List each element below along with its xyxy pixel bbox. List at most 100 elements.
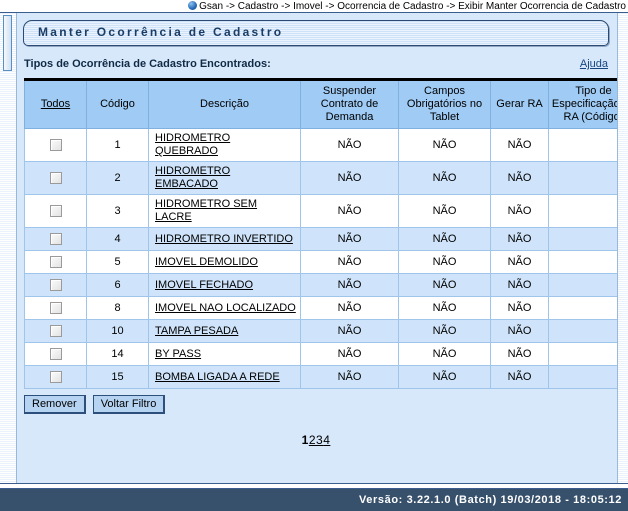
- row-code: 4: [86, 227, 149, 251]
- footer-bar: Versão: 3.22.1.0 (Batch) 19/03/2018 - 18…: [0, 489, 628, 511]
- row-description-cell: BY PASS: [148, 342, 301, 366]
- breadcrumb: Gsan -> Cadastro -> Imovel -> Ocorrencia…: [188, 1, 628, 12]
- row-code: 2: [86, 161, 149, 195]
- row-checkbox[interactable]: [49, 278, 62, 291]
- page-link-3[interactable]: 3: [316, 433, 324, 447]
- row-checkbox[interactable]: [49, 301, 62, 314]
- row-suspend-contract: NÃO: [300, 161, 399, 195]
- row-checkbox-cell: [24, 227, 87, 251]
- row-ra-spec-type: [548, 365, 617, 389]
- row-description-link[interactable]: HIDROMETRO SEM LACRE: [155, 198, 258, 223]
- page-link-4[interactable]: 4: [323, 433, 331, 447]
- row-checkbox[interactable]: [49, 138, 62, 151]
- row-code: 14: [86, 342, 149, 366]
- table-row: 5 IMOVEL DEMOLIDO NÃO NÃO NÃO: [24, 250, 617, 274]
- row-ra-spec-type: [548, 128, 617, 162]
- row-generate-ra: NÃO: [490, 342, 549, 366]
- row-ra-spec-type: [548, 319, 617, 343]
- row-code: 5: [86, 250, 149, 274]
- row-generate-ra: NÃO: [490, 250, 549, 274]
- help-link[interactable]: Ajuda: [579, 58, 608, 70]
- row-generate-ra: NÃO: [490, 128, 549, 162]
- row-description-cell: TAMPA PESADA: [148, 319, 301, 343]
- row-suspend-contract: NÃO: [300, 365, 399, 389]
- row-suspend-contract: NÃO: [300, 296, 399, 320]
- row-generate-ra: NÃO: [490, 161, 549, 195]
- results-label: Tipos de Ocorrência de Cadastro Encontra…: [24, 58, 271, 70]
- row-required-fields: NÃO: [398, 194, 491, 228]
- row-description-link[interactable]: HIDROMETRO EMBACADO: [155, 165, 231, 190]
- voltar-filtro-button[interactable]: Voltar Filtro: [92, 395, 166, 414]
- row-checkbox-cell: [24, 161, 87, 195]
- row-code: 8: [86, 296, 149, 320]
- row-required-fields: NÃO: [398, 250, 491, 274]
- row-checkbox[interactable]: [49, 324, 62, 337]
- version-text: Versão: 3.22.1.0 (Batch) 19/03/2018 - 18…: [358, 494, 622, 506]
- row-description-link[interactable]: IMOVEL DEMOLIDO: [155, 255, 258, 268]
- table-row: 14 BY PASS NÃO NÃO NÃO: [24, 342, 617, 366]
- row-suspend-contract: NÃO: [300, 128, 399, 162]
- page-link-1[interactable]: 1: [301, 433, 309, 447]
- column-header-codigo: Código: [86, 78, 149, 129]
- table-row: 3 HIDROMETRO SEM LACRE NÃO NÃO NÃO: [24, 194, 617, 228]
- table-row: 8 IMOVEL NAO LOCALIZADO NÃO NÃO NÃO: [24, 296, 617, 320]
- row-checkbox[interactable]: [49, 232, 62, 245]
- table-row: 2 HIDROMETRO EMBACADO NÃO NÃO NÃO: [24, 161, 617, 195]
- row-checkbox[interactable]: [49, 255, 62, 268]
- row-checkbox-cell: [24, 296, 87, 320]
- row-ra-spec-type: [548, 342, 617, 366]
- row-description-link[interactable]: TAMPA PESADA: [155, 324, 239, 337]
- row-generate-ra: NÃO: [490, 296, 549, 320]
- row-description-link[interactable]: HIDROMETRO INVERTIDO: [155, 232, 293, 245]
- results-header-row: Tipos de Ocorrência de Cadastro Encontra…: [24, 58, 608, 74]
- row-description-link[interactable]: IMOVEL FECHADO: [155, 278, 253, 291]
- row-description-cell: HIDROMETRO INVERTIDO: [148, 227, 301, 251]
- action-buttons: Remover Voltar Filtro: [24, 395, 608, 415]
- row-description-cell: IMOVEL DEMOLIDO: [148, 250, 301, 274]
- page-title: Manter Ocorrência de Cadastro: [38, 25, 284, 39]
- main-panel: Manter Ocorrência de Cadastro Tipos de O…: [16, 13, 618, 483]
- row-suspend-contract: NÃO: [300, 342, 399, 366]
- left-rail: [0, 13, 16, 483]
- row-required-fields: NÃO: [398, 128, 491, 162]
- row-required-fields: NÃO: [398, 365, 491, 389]
- row-generate-ra: NÃO: [490, 227, 549, 251]
- row-checkbox-cell: [24, 194, 87, 228]
- column-header-tipo-especificacao-ra: Tipo de Especificação de RA (Código): [548, 78, 617, 129]
- row-suspend-contract: NÃO: [300, 319, 399, 343]
- row-description-link[interactable]: HIDROMETRO QUEBRADO: [155, 132, 231, 157]
- row-required-fields: NÃO: [398, 342, 491, 366]
- column-header-todos[interactable]: Todos: [24, 78, 87, 129]
- row-checkbox[interactable]: [49, 370, 62, 383]
- row-description-link[interactable]: IMOVEL NAO LOCALIZADO: [155, 301, 296, 314]
- table-row: 1 HIDROMETRO QUEBRADO NÃO NÃO NÃO: [24, 128, 617, 162]
- row-checkbox[interactable]: [49, 171, 62, 184]
- table-row: 15 BOMBA LIGADA A REDE NÃO NÃO NÃO: [24, 365, 617, 389]
- row-description-cell: HIDROMETRO EMBACADO: [148, 161, 301, 195]
- row-required-fields: NÃO: [398, 296, 491, 320]
- row-checkbox[interactable]: [49, 204, 62, 217]
- remover-button[interactable]: Remover: [24, 395, 86, 414]
- column-header-suspender-contrato: Suspender Contrato de Demanda: [300, 78, 399, 129]
- row-description-cell: IMOVEL NAO LOCALIZADO: [148, 296, 301, 320]
- pagination: 1234: [24, 433, 608, 447]
- right-rail: [618, 13, 628, 483]
- table-row: 4 HIDROMETRO INVERTIDO NÃO NÃO NÃO: [24, 227, 617, 251]
- row-code: 10: [86, 319, 149, 343]
- row-generate-ra: NÃO: [490, 319, 549, 343]
- row-ra-spec-type: [548, 273, 617, 297]
- table-body: 1 HIDROMETRO QUEBRADO NÃO NÃO NÃO 2 HIDROMETRO…: [24, 128, 617, 389]
- row-code: 3: [86, 194, 149, 228]
- gsan-globe-icon: [188, 1, 198, 10]
- row-code: 15: [86, 365, 149, 389]
- row-generate-ra: NÃO: [490, 273, 549, 297]
- row-suspend-contract: NÃO: [300, 227, 399, 251]
- row-description-link[interactable]: BOMBA LIGADA A REDE: [155, 370, 280, 383]
- row-checkbox[interactable]: [49, 347, 62, 360]
- row-required-fields: NÃO: [398, 161, 491, 195]
- page-link-2[interactable]: 2: [308, 433, 316, 447]
- row-code: 6: [86, 273, 149, 297]
- row-description-link[interactable]: BY PASS: [155, 347, 202, 360]
- row-checkbox-cell: [24, 319, 87, 343]
- breadcrumb-text: Gsan -> Cadastro -> Imovel -> Ocorrencia…: [199, 1, 626, 12]
